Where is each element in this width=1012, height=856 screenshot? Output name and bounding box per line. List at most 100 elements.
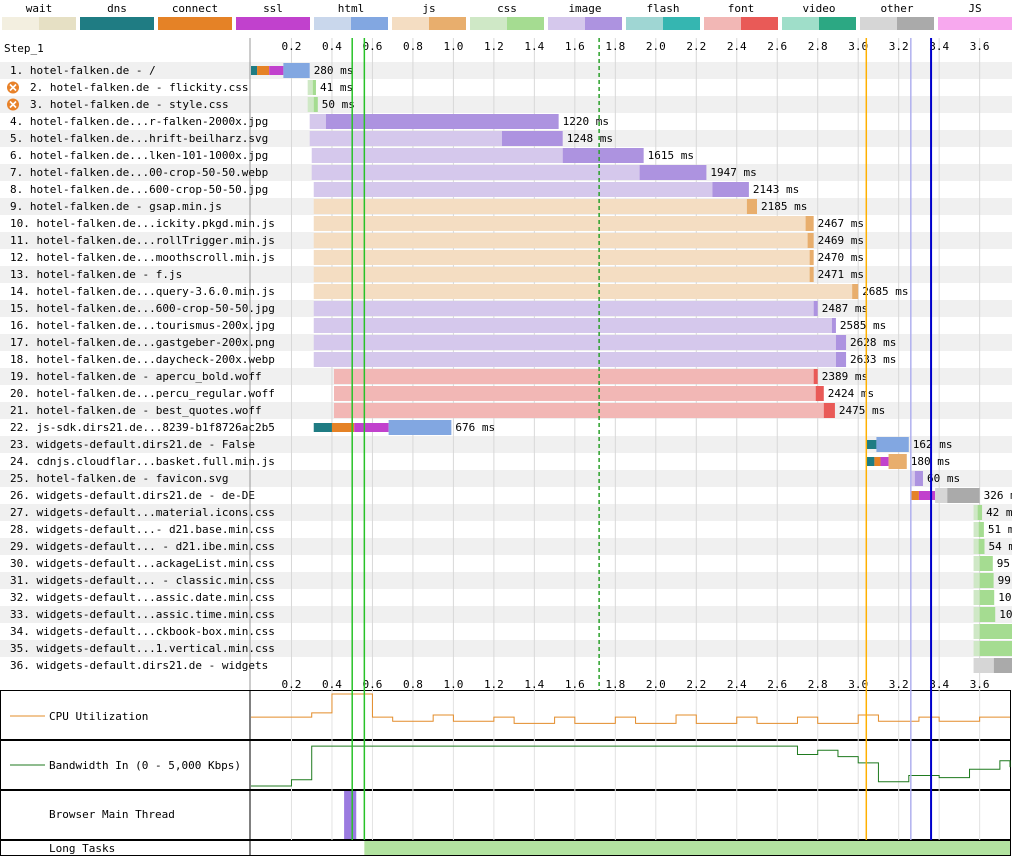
bar-wait [974,539,979,554]
request-label: 25. hotel-falken.de - favicon.svg [10,472,229,485]
tick-label-top: 1.2 [484,40,504,53]
request-duration: 102 ms [998,591,1012,604]
long-task-bar [364,841,1010,855]
tick-label-top: 2.2 [686,40,706,53]
tick-label-top: 0.2 [282,40,302,53]
request-duration: 2628 ms [850,336,896,349]
bar-wait [314,352,836,367]
request-duration: 2471 ms [818,268,864,281]
request-duration: 2424 ms [828,387,874,400]
request-duration: 54 ms [988,540,1012,553]
bar-download [810,250,814,265]
bar-dns [866,440,876,449]
tick-label-top: 1.6 [565,40,585,53]
request-label: 29. widgets-default... - d21.ibe.min.css [10,540,275,553]
bar-download [836,335,846,350]
request-duration: 50 ms [322,98,355,111]
tick-label-bottom: 3.0 [848,678,868,691]
bar-wait [974,590,980,605]
bar-download [814,301,818,316]
bar-wait [974,505,978,520]
request-duration: 162 ms [913,438,953,451]
request-label: 9. hotel-falken.de - gsap.min.js [10,200,222,213]
request-label: 11. hotel-falken.de...rollTrigger.min.js [10,234,275,247]
bar-wait [974,607,980,622]
request-duration: 280 ms [314,64,354,77]
request-duration: 1615 ms [648,149,694,162]
bar-wait [314,250,810,265]
bar-download [980,607,996,622]
tick-label-top: 0.6 [363,40,383,53]
bar-wait [308,80,313,95]
step-label: Step_1 [4,42,44,55]
blocked-icon [7,99,19,111]
request-duration: 2487 ms [822,302,868,315]
request-label: 33. widgets-default...assic.time.min.css [10,608,275,621]
request-label: 8. hotel-falken.de...600-crop-50-50.jpg [10,183,268,196]
waterfall-chart: Step_1 0.20.20.40.40.60.60.80.81.01.01.21… [0,0,1012,856]
request-label: 7. hotel-falken.de...00-crop-50-50.webp [10,166,268,179]
request-label: 36. widgets-default.dirs21.de - widgets [10,659,268,672]
bar-download [852,284,858,299]
tick-label-top: 3.6 [970,40,990,53]
tick-label-top: 2.6 [767,40,787,53]
tick-label-top: 3.0 [848,40,868,53]
bar-download [980,624,1012,639]
cpu-label: CPU Utilization [49,710,148,723]
bar-download [980,573,994,588]
bar-download [980,590,995,605]
bar-dns [314,423,332,432]
tick-label-top: 2.4 [727,40,747,53]
request-label: 17. hotel-falken.de...gastgeber-200x.png [10,336,275,349]
request-duration: 2470 ms [818,251,864,264]
tick-label-bottom: 3.2 [889,678,909,691]
bar-wait [308,97,314,112]
bar-download [640,165,707,180]
bar-wait [314,233,808,248]
bar-ssl [354,423,388,432]
bar-connect [911,491,919,500]
tick-label-bottom: 0.4 [322,678,342,691]
bar-download [876,437,908,452]
tick-label-top: 3.4 [929,40,949,53]
bar-ssl [880,457,888,466]
bar-wait [935,488,947,503]
tick-label-bottom: 1.2 [484,678,504,691]
request-duration: 1220 ms [563,115,609,128]
main-thread-label: Browser Main Thread [49,808,175,821]
request-label: 15. hotel-falken.de...600-crop-50-50.jpg [10,302,275,315]
bar-wait [974,624,980,639]
request-duration: 2475 ms [839,404,885,417]
bar-download [314,97,318,112]
request-label: 32. widgets-default...assic.date.min.css [10,591,275,604]
request-label: 21. hotel-falken.de - best_quotes.woff [10,404,262,417]
request-duration: 51 ms [988,523,1012,536]
bar-dns [866,457,874,466]
request-label: 6. hotel-falken.de...lken-101-1000x.jpg [10,149,268,162]
bar-download [947,488,979,503]
bandwidth-label: Bandwidth In (0 - 5,000 Kbps) [49,759,241,772]
bar-download [808,233,814,248]
request-duration: 2585 ms [840,319,886,332]
request-label: 28. widgets-default...- d21.base.min.css [10,523,275,536]
bar-download [313,80,316,95]
bar-wait [974,556,980,571]
tick-label-top: 1.4 [524,40,544,53]
request-label: 5. hotel-falken.de...hrift-beilharz.svg [10,132,268,145]
request-label: 16. hotel-falken.de...tourismus-200x.jpg [10,319,275,332]
bar-wait [974,658,994,673]
bar-download [806,216,814,231]
tick-label-bottom: 2.2 [686,678,706,691]
bar-wait [314,216,806,231]
tick-label-top: 0.8 [403,40,423,53]
request-label: 31. widgets-default... - classic.min.css [10,574,275,587]
request-label: 22. js-sdk.dirs21.de...8239-b1f8726ac2b5 [10,421,275,434]
bar-wait [974,522,979,537]
request-label: 24. cdnjs.cloudflar...basket.full.min.js [10,455,275,468]
request-label: 27. widgets-default...material.icons.css [10,506,275,519]
bar-download [747,199,757,214]
tick-label-bottom: 0.8 [403,678,423,691]
bar-wait [314,335,836,350]
request-duration: 1947 ms [710,166,756,179]
request-duration: 1248 ms [567,132,613,145]
